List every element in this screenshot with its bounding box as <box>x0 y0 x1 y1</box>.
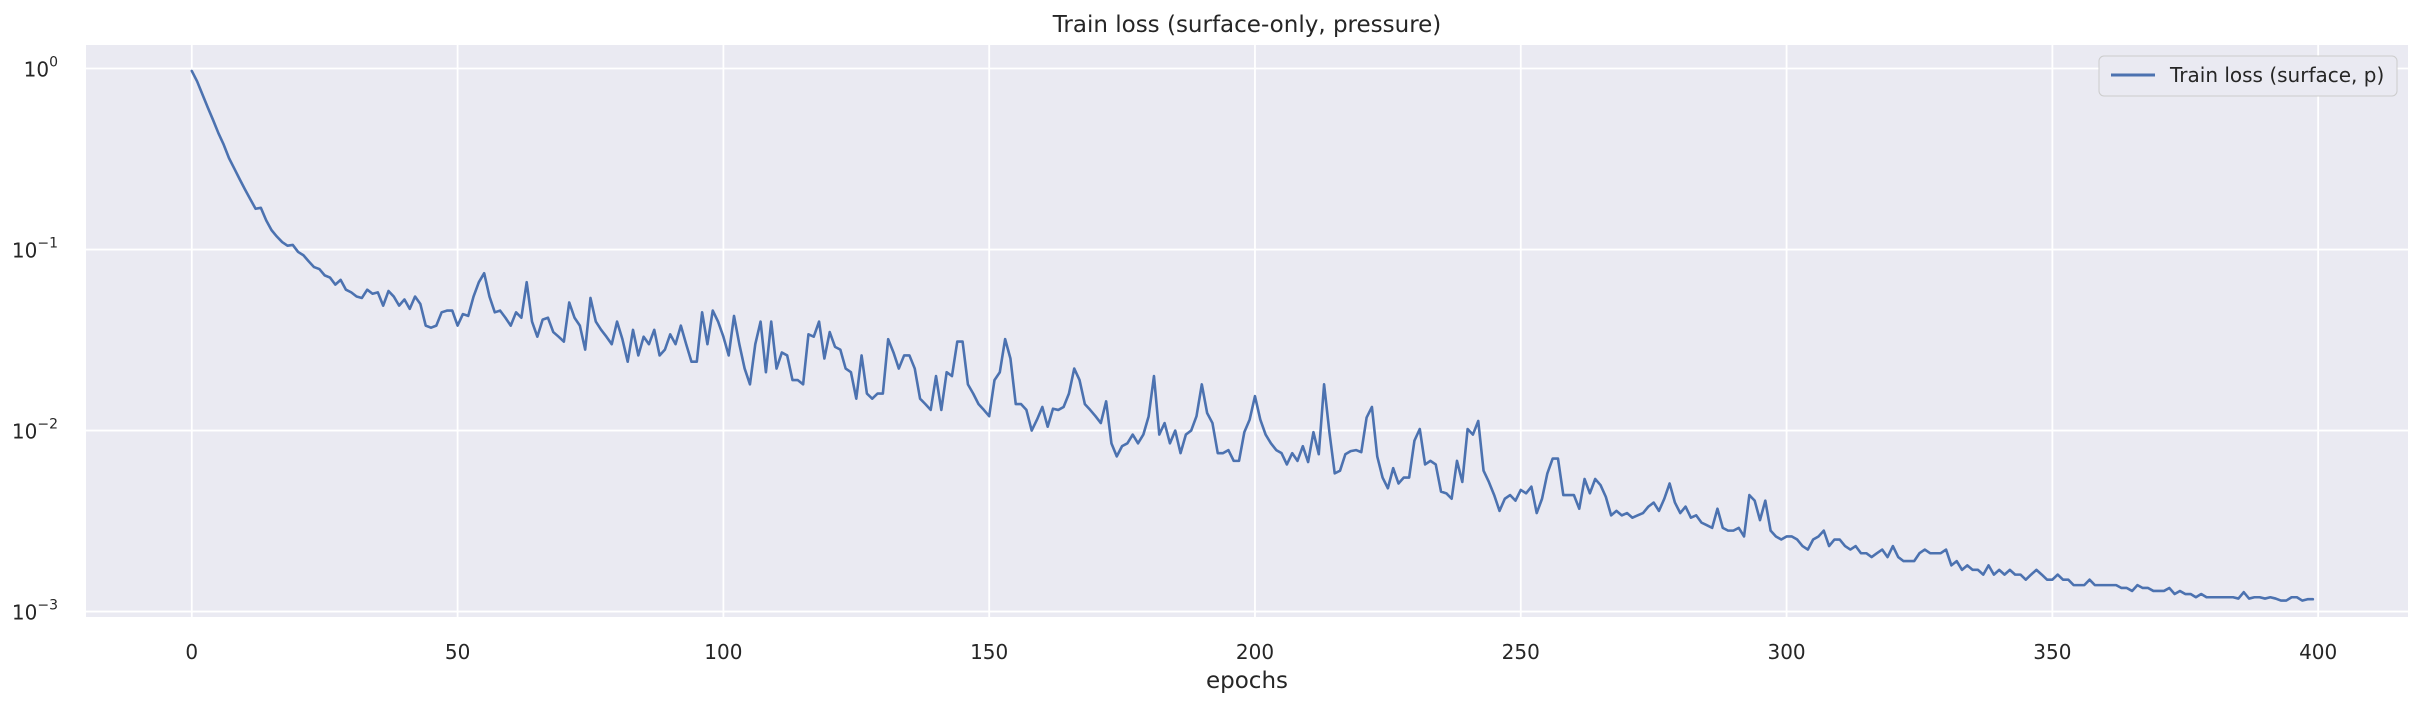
x-tick-label: 250 <box>1502 640 1540 664</box>
chart-title: Train loss (surface-only, pressure) <box>1052 12 1442 38</box>
y-tick-label: 10−3 <box>12 598 58 625</box>
x-tick-labels: 0 50 100 150 200 250 300 350 400 <box>185 640 2337 664</box>
y-tick-label: 10−2 <box>12 417 58 444</box>
x-tick-label: 50 <box>445 640 470 664</box>
x-tick-label: 300 <box>1767 640 1805 664</box>
legend: Train loss (surface, p) <box>2098 55 2398 97</box>
x-axis-title: epochs <box>1206 668 1288 694</box>
x-tick-label: 100 <box>704 640 742 664</box>
y-tick-label: 100 <box>24 55 58 82</box>
series-line <box>190 69 2315 602</box>
x-tick-label: 0 <box>185 640 198 664</box>
x-tick-label: 150 <box>970 640 1008 664</box>
y-tick-labels: 100 10−1 10−2 10−3 <box>12 55 58 625</box>
y-tick-label: 10−1 <box>12 236 58 263</box>
x-tick-label: 350 <box>2033 640 2071 664</box>
grid-lines <box>86 45 2408 617</box>
plot-background <box>86 45 2408 617</box>
x-tick-label: 400 <box>2299 640 2337 664</box>
x-tick-label: 200 <box>1236 640 1274 664</box>
legend-label: Train loss (surface, p) <box>2169 63 2384 87</box>
series-layer <box>190 69 2315 602</box>
legend-box <box>2098 55 2398 97</box>
